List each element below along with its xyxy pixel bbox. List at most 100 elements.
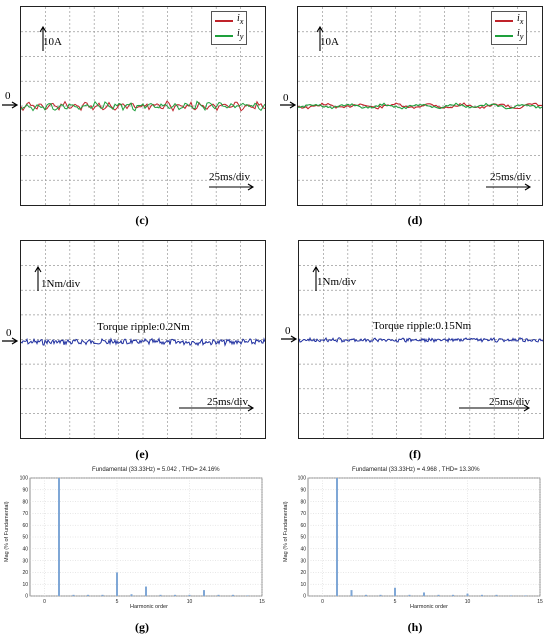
harmonic-bar [466, 593, 469, 596]
subfigure-label-f: (f) [409, 447, 421, 461]
harmonic-bar [336, 478, 338, 596]
torque-scale-label: 1Nm/div [317, 276, 357, 288]
time-scale-label: 25ms/div [490, 171, 531, 183]
iy-trace [21, 100, 265, 112]
zero-label: 0 [6, 327, 12, 339]
harmonic-bar [101, 594, 104, 596]
harmonic-bar [174, 594, 176, 596]
x-axis-label: Harmonic order [130, 604, 168, 610]
time-arrow-icon [179, 404, 255, 412]
scope-grid [21, 241, 265, 438]
legend-label-iy: i [517, 28, 520, 39]
harmonic-bar [217, 594, 220, 596]
y-tick-label: 70 [300, 511, 306, 517]
harmonic-spectrum-h: 0 10 20 30 40 50 60 70 80 90 100 0 5 10 15 [298, 476, 543, 605]
y-tick-label: 0 [25, 594, 28, 600]
legend-label-ix: i [237, 13, 240, 24]
scope-grid [21, 7, 265, 205]
y-tick-label: 60 [22, 523, 28, 529]
chart-title: Fundamental (33.33Hz) = 5.042 , THD= 24.… [92, 467, 220, 473]
y-tick-label: 30 [22, 558, 28, 564]
harmonic-bar [72, 594, 75, 596]
y-tick-label: 20 [22, 570, 28, 576]
y-tick-label: 40 [22, 547, 28, 553]
time-scale-label: 25ms/div [489, 396, 530, 408]
harmonic-bar [510, 595, 512, 596]
legend-swatch-ix [495, 19, 513, 22]
harmonic-bar [116, 572, 118, 596]
harmonic-bar [365, 594, 367, 596]
x-tick-label: 0 [43, 599, 46, 605]
chart-title: Fundamental (33.33Hz) = 4.968 , THD= 13.… [352, 467, 480, 473]
time-arrow-icon [459, 404, 531, 412]
legend-swatch-iy [495, 34, 513, 37]
torque-scale-label: 1Nm/div [41, 278, 81, 290]
scope-screen-e [20, 240, 266, 439]
scale-arrow-icon [312, 265, 320, 291]
zero-label: 0 [285, 325, 291, 337]
harmonic-bar [394, 587, 396, 596]
y-tick-label: 100 [20, 476, 29, 482]
harmonic-bar [408, 594, 411, 596]
torque-ripple-label: Torque ripple:0.2Nm [97, 321, 190, 333]
harmonic-spectrum-g: 0 10 20 30 40 50 60 70 80 90 100 0 5 10 15 [20, 476, 265, 605]
harmonic-bar [524, 595, 527, 596]
subfigure-label-h: (h) [407, 620, 423, 634]
legend-sub-ix: x [519, 17, 524, 26]
scale-arrow-icon [316, 25, 324, 51]
x-tick-label: 5 [394, 599, 397, 605]
zero-arrow-icon [281, 335, 298, 343]
x-axis-label: Harmonic order [410, 604, 448, 610]
harmonic-bar [203, 590, 205, 596]
x-tick-label: 15 [259, 599, 265, 605]
x-tick-label: 5 [116, 599, 119, 605]
scale-arrow-icon [39, 25, 47, 51]
harmonic-bar [481, 594, 483, 596]
x-tick-label: 15 [537, 599, 543, 605]
subfigure-label-e: (e) [135, 447, 149, 461]
zero-arrow-icon [2, 101, 19, 109]
harmonic-bar [437, 594, 440, 596]
subfigure-label-d: (d) [407, 213, 423, 227]
harmonic-bar [145, 586, 147, 596]
legend-swatch-ix [215, 19, 233, 22]
harmonic-bar [350, 590, 353, 596]
legend-item-iy: iy [215, 28, 243, 43]
x-tick-label: 10 [187, 599, 193, 605]
subfigure-label-g: (g) [135, 620, 149, 634]
legend-swatch-iy [215, 34, 233, 37]
y-tick-label: 50 [22, 535, 28, 541]
x-tick-label: 0 [321, 599, 324, 605]
y-tick-label: 60 [300, 523, 306, 529]
y-tick-label: 90 [300, 488, 306, 494]
torque-trace [21, 337, 265, 347]
legend: ix iy [491, 11, 528, 45]
harmonic-bar [246, 595, 249, 596]
harmonic-bar [495, 594, 498, 596]
zero-label: 0 [283, 92, 289, 104]
legend-label-ix: i [517, 13, 520, 24]
torque-ripple-label: Torque ripple:0.15Nm [373, 320, 472, 332]
y-tick-label: 80 [300, 499, 306, 505]
legend-sub-ix: x [239, 17, 244, 26]
time-arrow-icon [209, 183, 255, 191]
y-tick-label: 100 [298, 476, 307, 482]
time-arrow-icon [486, 183, 532, 191]
time-scale-label: 25ms/div [209, 171, 250, 183]
harmonic-bar [159, 594, 162, 596]
harmonic-bar [130, 594, 133, 596]
torque-trace [299, 336, 543, 344]
y-tick-label: 40 [300, 547, 306, 553]
iy-trace [298, 102, 542, 110]
zero-label: 0 [5, 90, 11, 102]
scale-arrow-icon [34, 265, 42, 291]
legend-sub-iy: y [239, 32, 244, 41]
legend: ix iy [211, 11, 248, 45]
legend-label-iy: i [237, 28, 240, 39]
y-tick-label: 90 [22, 488, 28, 494]
harmonic-bar [379, 594, 382, 596]
y-tick-label: 70 [22, 511, 28, 517]
harmonic-bar [232, 594, 234, 596]
legend-item-ix: ix [215, 13, 243, 28]
scope-screen-f [298, 240, 544, 439]
